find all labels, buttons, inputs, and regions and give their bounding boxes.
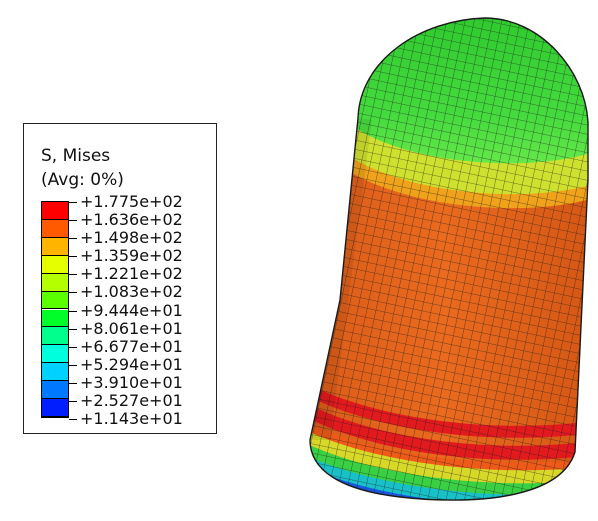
legend-value-label: +1.143e+01 <box>69 410 183 428</box>
legend-title: S, Mises <box>41 146 111 166</box>
legend-swatch <box>42 399 68 417</box>
legend-swatch <box>42 255 68 274</box>
legend-value-labels: +1.775e+02 +1.636e+02 +1.498e+02 +1.359e+02… <box>69 193 219 428</box>
legend-swatch <box>42 363 68 382</box>
legend-value-label: +2.527e+01 <box>69 391 183 410</box>
legend-swatch <box>42 237 68 256</box>
legend-value-label: +8.061e+01 <box>69 319 183 338</box>
legend-swatch <box>42 327 68 346</box>
legend-color-bar <box>41 201 69 418</box>
legend-value-label: +1.221e+02 <box>69 265 183 283</box>
legend-value-label: +5.294e+01 <box>69 355 183 374</box>
legend-swatch <box>42 345 68 364</box>
legend-value-label: +1.775e+02 <box>69 193 183 211</box>
legend-value-label: +1.636e+02 <box>69 211 183 229</box>
stress-legend: S, Mises (Avg: 0%) +1.775e+02 +1.636e+02 +… <box>23 123 217 434</box>
legend-swatch <box>42 381 68 400</box>
legend-value-label: +1.083e+02 <box>69 283 183 301</box>
legend-swatch <box>42 219 68 238</box>
legend-subtitle: (Avg: 0%) <box>41 170 124 190</box>
legend-swatch <box>42 291 68 310</box>
legend-swatch <box>42 273 68 292</box>
legend-swatch <box>42 202 68 220</box>
legend-value-label: +9.444e+01 <box>69 301 183 320</box>
legend-value-label: +1.359e+02 <box>69 247 183 265</box>
legend-swatch <box>42 309 68 328</box>
legend-value-label: +3.910e+01 <box>69 373 183 392</box>
legend-value-label: +1.498e+02 <box>69 229 183 247</box>
legend-value-label: +6.677e+01 <box>69 337 183 356</box>
